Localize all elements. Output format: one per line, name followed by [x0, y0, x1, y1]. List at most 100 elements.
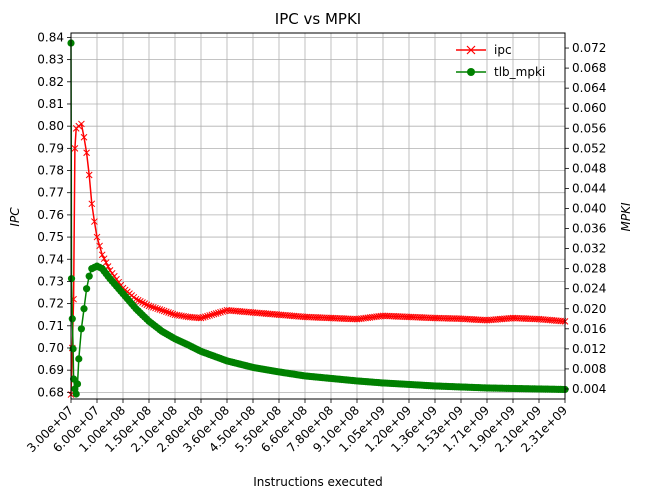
y-right-tick-label: 0.024: [572, 282, 606, 296]
ipc-point: [147, 303, 155, 310]
series-layer: [67, 39, 569, 398]
tlb_mpki-point: [70, 375, 78, 383]
y-left-tick-label: 0.73: [37, 274, 64, 288]
ipc-point: [197, 314, 205, 322]
y-left-tick-label: 0.81: [37, 97, 64, 111]
ipc-point: [154, 305, 162, 313]
tlb_mpki-line: [70, 42, 566, 395]
tlb_mpki-point: [72, 390, 80, 398]
ipc-point: [206, 312, 214, 319]
ipc-point: [102, 259, 110, 266]
y-right-tick-label: 0.072: [572, 41, 606, 55]
ipc-point: [169, 310, 177, 318]
legend-tlb_mpki-marker: [467, 68, 475, 76]
ipc-point: [152, 304, 159, 312]
ipc-point: [160, 307, 168, 315]
plot-frame: [70, 32, 566, 400]
ipc-point: [201, 313, 209, 321]
tlb_mpki-point: [85, 272, 93, 280]
y-right-tick-label: 0.068: [572, 61, 606, 75]
y-right-tick-label: 0.048: [572, 161, 606, 175]
ipc-point: [167, 309, 175, 317]
ipc-point: [156, 306, 164, 313]
ipc-point: [80, 133, 88, 141]
ipc-point: [136, 298, 144, 305]
y-right-tick-label: 0.060: [572, 101, 606, 115]
ipc-point: [85, 171, 93, 179]
y-left-tick-label: 0.75: [37, 230, 64, 244]
y-right-tick-label: 0.004: [572, 382, 606, 396]
ipc-point: [91, 218, 98, 225]
series-tlb_mpki: [67, 39, 569, 398]
x-axis-label: Instructions executed: [253, 475, 383, 489]
legend-ipc-marker: [466, 45, 476, 55]
y-right-tick-label: 0.036: [572, 222, 606, 236]
ipc-point: [134, 296, 142, 304]
y-left-tick-label: 0.83: [37, 53, 64, 67]
y-left-tick-label: 0.84: [37, 30, 64, 44]
ipc-point: [212, 310, 220, 317]
y-right-tick-label: 0.040: [572, 201, 606, 215]
ipc-point: [219, 308, 227, 315]
ipc-point: [145, 302, 153, 310]
ticks: 3.00e+076.00e+071.00e+081.50e+082.10e+08…: [24, 30, 606, 455]
tlb_mpki-point: [73, 380, 82, 388]
tlb_mpki-point: [67, 275, 76, 283]
y-right-tick-label: 0.056: [572, 121, 606, 135]
y-left-tick-label: 0.69: [37, 363, 64, 377]
ipc-point: [141, 300, 149, 307]
tlb_mpki-point: [68, 315, 76, 323]
ipc-point: [217, 308, 224, 316]
ipc-point: [139, 299, 146, 306]
ipc-point: [98, 251, 106, 259]
y-left-tick-label: 0.78: [37, 164, 64, 178]
ipc-point: [162, 308, 170, 316]
grid: [70, 33, 566, 399]
series-ipc: [67, 120, 569, 398]
y-left-tick-label: 0.82: [37, 75, 64, 89]
y-axis-label-left: IPC: [8, 207, 22, 227]
y-left-tick-label: 0.79: [37, 141, 64, 155]
ipc-point: [214, 309, 222, 317]
ipc-point: [71, 144, 79, 152]
y-right-tick-label: 0.032: [572, 242, 606, 256]
tlb_mpki-point: [77, 325, 85, 333]
legend-ipc-label: ipc: [494, 43, 512, 57]
y-right-tick-label: 0.008: [572, 362, 606, 376]
y-right-tick-label: 0.064: [572, 81, 606, 95]
ipc-point: [204, 312, 211, 320]
tlb_mpki-point: [75, 355, 83, 363]
ipc-point: [158, 306, 166, 314]
ipc-point: [210, 310, 218, 318]
y-right-tick-label: 0.016: [572, 322, 606, 336]
legend-tlb_mpki-label: tlb_mpki: [494, 65, 545, 79]
tlb_mpki-point: [83, 285, 91, 293]
y-left-tick-label: 0.68: [37, 385, 64, 399]
y-left-tick-label: 0.80: [37, 119, 64, 133]
ipc-point: [96, 242, 103, 250]
ipc-point: [83, 149, 90, 157]
y-left-tick-label: 0.71: [37, 319, 64, 333]
tlb_mpki-point: [80, 305, 88, 313]
y-axis-label-right: MPKI: [619, 202, 633, 231]
y-right-tick-label: 0.028: [572, 262, 606, 276]
y-right-tick-label: 0.044: [572, 181, 606, 195]
ipc-point: [149, 303, 157, 311]
y-left-tick-label: 0.70: [37, 341, 64, 355]
ipc-point: [88, 200, 96, 208]
y-left-tick-label: 0.76: [37, 208, 64, 222]
y-right-tick-label: 0.012: [572, 342, 606, 356]
ipc-point: [100, 255, 108, 263]
y-left-tick-label: 0.77: [37, 186, 64, 200]
y-right-tick-label: 0.052: [572, 141, 606, 155]
y-left-tick-label: 0.74: [37, 252, 64, 266]
ipc-point: [143, 301, 151, 309]
chart-title: IPC vs MPKI: [275, 10, 361, 28]
y-right-tick-label: 0.020: [572, 302, 606, 316]
ipc-point: [165, 309, 172, 316]
ipc-point: [93, 233, 101, 241]
ipc-point: [199, 314, 207, 321]
ipc-point: [208, 311, 216, 319]
y-left-tick-label: 0.72: [37, 297, 64, 311]
